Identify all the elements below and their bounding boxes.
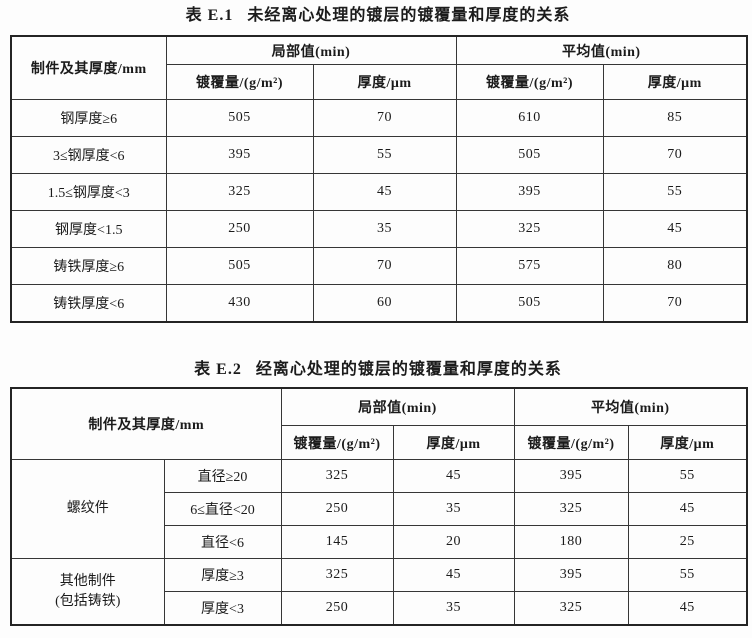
table-row: 1.5≤钢厚度<3 325 45 395 55 <box>10 173 748 211</box>
e1-header-average-thickness-cell: 厚度/μm <box>602 64 748 100</box>
e1-header-local-thickness-cell: 厚度/μm <box>312 64 457 100</box>
e2-header-local-thickness-cell: 厚度/μm <box>392 425 515 460</box>
average-mass-cell: 505 <box>455 284 604 323</box>
local-mass-cell: 250 <box>280 591 394 626</box>
group-label-line: 螺纹件 <box>66 501 109 516</box>
local-thickness-cell: 35 <box>392 492 515 526</box>
e1-header-item-cell: 制件及其厚度/mm <box>10 35 167 100</box>
e1-header-row-1: 制件及其厚度/mm 局部值(min) 平均值(min) <box>10 35 748 100</box>
local-mass-cell: 325 <box>280 558 394 592</box>
average-thickness-cell: 45 <box>627 492 748 526</box>
average-thickness-cell: 25 <box>627 525 748 559</box>
average-thickness-cell: 80 <box>602 247 748 285</box>
average-mass-cell: 325 <box>513 492 629 526</box>
row-label-cell: 铸铁厚度≥6 <box>10 247 167 285</box>
group-label-line: 其他制件 <box>59 573 116 589</box>
average-thickness-cell: 45 <box>602 210 748 248</box>
e1-header-average-mass-cell: 镀覆量/(g/m²) <box>455 64 604 100</box>
condition-cell: 厚度<3 <box>163 591 282 626</box>
e1-header-average-cell: 平均值(min) <box>455 35 748 65</box>
table-e2: 制件及其厚度/mm 局部值(min) 平均值(min) 镀覆量/(g/m²) 厚… <box>10 387 749 626</box>
row-label-cell: 钢厚度<1.5 <box>10 210 167 248</box>
e2-header-row-1: 制件及其厚度/mm 局部值(min) 平均值(min) <box>10 387 748 460</box>
average-thickness-cell: 55 <box>627 459 748 493</box>
group-label-cell: 其他制件 (包括铸铁) <box>10 558 165 626</box>
table-row: 直径<6 145 20 180 25 <box>11 525 748 559</box>
local-mass-cell: 325 <box>280 459 394 493</box>
local-thickness-cell: 55 <box>312 136 457 174</box>
local-thickness-cell: 35 <box>392 591 515 626</box>
average-thickness-cell: 70 <box>602 136 748 174</box>
local-thickness-cell: 70 <box>312 99 457 137</box>
local-thickness-cell: 45 <box>392 558 515 592</box>
table-row: 钢厚度≥6 505 70 610 85 <box>10 99 748 137</box>
local-thickness-cell: 35 <box>312 210 457 248</box>
average-thickness-cell: 85 <box>602 99 748 137</box>
table-row: 厚度<3 250 35 325 45 <box>11 591 748 626</box>
e2-header-local-mass-cell: 镀覆量/(g/m²) <box>280 425 394 460</box>
condition-cell: 直径<6 <box>163 525 282 559</box>
e2-header-row-2: 镀覆量/(g/m²) 厚度/μm 镀覆量/(g/m²) 厚度/μm <box>11 425 748 460</box>
table-e2-title: 经离心处理的镀层的镀覆量和厚度的关系 <box>255 361 562 378</box>
average-mass-cell: 575 <box>455 247 604 285</box>
e2-header-item-cell: 制件及其厚度/mm <box>10 387 282 460</box>
average-thickness-cell: 70 <box>602 284 748 323</box>
e2-header-average-cell: 平均值(min) <box>513 387 748 426</box>
average-mass-cell: 395 <box>513 459 629 493</box>
table-row: 其他制件 (包括铸铁) 厚度≥3 325 45 395 55 <box>10 558 748 626</box>
e2-header-local-cell: 局部值(min) <box>280 387 515 426</box>
local-mass-cell: 145 <box>280 525 394 559</box>
average-mass-cell: 505 <box>455 136 604 174</box>
local-thickness-cell: 70 <box>312 247 457 285</box>
group-label-cell: 螺纹件 <box>10 459 165 559</box>
row-label-cell: 铸铁厚度<6 <box>10 284 167 323</box>
average-mass-cell: 325 <box>455 210 604 248</box>
local-mass-cell: 505 <box>165 247 314 285</box>
table-e2-caption: 表 E.2 经离心处理的镀层的镀覆量和厚度的关系 <box>10 323 746 387</box>
table-e1-caption: 表 E.1 未经离心处理的镀层的镀覆量和厚度的关系 <box>10 0 746 35</box>
e2-header-average-thickness-cell: 厚度/μm <box>627 425 748 460</box>
table-row: 3≤钢厚度<6 395 55 505 70 <box>10 136 748 174</box>
table-row: 铸铁厚度<6 430 60 505 70 <box>10 284 748 323</box>
condition-cell: 6≤直径<20 <box>163 492 282 526</box>
table-row: 6≤直径<20 250 35 325 45 <box>11 492 748 526</box>
e1-header-row-2: 镀覆量/(g/m²) 厚度/μm 镀覆量/(g/m²) 厚度/μm <box>11 64 748 100</box>
average-mass-cell: 325 <box>513 591 629 626</box>
local-mass-cell: 505 <box>165 99 314 137</box>
average-mass-cell: 180 <box>513 525 629 559</box>
condition-cell: 厚度≥3 <box>163 558 282 592</box>
group-label-line: (包括铸铁) <box>55 593 121 609</box>
local-thickness-cell: 45 <box>392 459 515 493</box>
e2-header-average-mass-cell: 镀覆量/(g/m²) <box>513 425 629 460</box>
table-row: 钢厚度<1.5 250 35 325 45 <box>10 210 748 248</box>
local-mass-cell: 250 <box>165 210 314 248</box>
table-row: 铸铁厚度≥6 505 70 575 80 <box>10 247 748 285</box>
average-thickness-cell: 45 <box>627 591 748 626</box>
row-label-cell: 钢厚度≥6 <box>10 99 167 137</box>
e1-header-local-cell: 局部值(min) <box>165 35 457 65</box>
average-thickness-cell: 55 <box>627 558 748 592</box>
condition-cell: 直径≥20 <box>163 459 282 493</box>
row-label-cell: 1.5≤钢厚度<3 <box>10 173 167 211</box>
local-thickness-cell: 45 <box>312 173 457 211</box>
row-label-cell: 3≤钢厚度<6 <box>10 136 167 174</box>
table-row: 螺纹件 直径≥20 325 45 395 55 <box>10 459 748 559</box>
table-e1-title: 未经离心处理的镀层的镀覆量和厚度的关系 <box>247 7 571 24</box>
local-mass-cell: 430 <box>165 284 314 323</box>
e1-header-local-mass-cell: 镀覆量/(g/m²) <box>165 64 314 100</box>
average-mass-cell: 610 <box>455 99 604 137</box>
table-e1-number: 表 E.1 <box>185 7 234 24</box>
local-thickness-cell: 20 <box>392 525 515 559</box>
average-thickness-cell: 55 <box>602 173 748 211</box>
table-e2-number: 表 E.2 <box>194 361 242 378</box>
local-thickness-cell: 60 <box>312 284 457 323</box>
local-mass-cell: 395 <box>165 136 314 174</box>
local-mass-cell: 250 <box>280 492 394 526</box>
average-mass-cell: 395 <box>513 558 629 592</box>
local-mass-cell: 325 <box>165 173 314 211</box>
average-mass-cell: 395 <box>455 173 604 211</box>
table-e1: 制件及其厚度/mm 局部值(min) 平均值(min) 镀覆量/(g/m²) 厚… <box>10 35 749 323</box>
